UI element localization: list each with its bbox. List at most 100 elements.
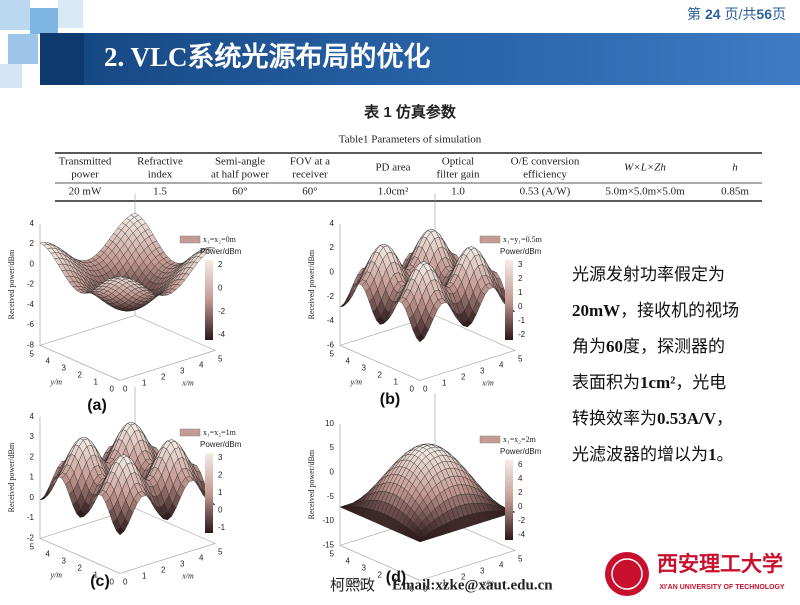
colorbar-tick-label: 1 — [218, 488, 223, 497]
x-tick-label: 1 — [442, 379, 447, 388]
legend-label: x₁=x₂=2m — [503, 435, 537, 444]
z-tick-label: 5 — [330, 443, 335, 452]
body-segment: ，光电 — [675, 373, 726, 392]
y-tick-label: 0 — [110, 578, 115, 587]
y-tick-label: 1 — [394, 578, 399, 587]
y-tick-label: 0 — [110, 385, 115, 394]
footer-email: Email:xzke@xaut.edu.cn — [392, 577, 553, 593]
x-tick-label: 3 — [480, 367, 485, 376]
surface-cell — [416, 333, 425, 343]
colorbar-tick-label: -4 — [218, 330, 226, 339]
body-segment: 20mW — [572, 301, 620, 320]
colorbar-tick-label: -1 — [518, 316, 526, 325]
x-tick-label: 4 — [499, 561, 504, 570]
x-axis-label: x/m — [481, 379, 494, 388]
x-tick-label: 1 — [142, 572, 147, 581]
z-tick-label: 0 — [30, 259, 35, 268]
z-tick-label: 2 — [30, 452, 35, 461]
table-header: Optical — [442, 156, 474, 168]
z-tick-label: 1 — [30, 473, 35, 482]
body-line: 光滤波器的增以为1。 — [572, 445, 734, 465]
z-tick-label: -2 — [27, 280, 35, 289]
y-axis-label: y/m — [349, 378, 362, 387]
y-axis-label: y/m — [49, 571, 62, 580]
y-tick-label: 3 — [362, 364, 367, 373]
y-tick-label: 3 — [62, 364, 67, 373]
colorbar — [205, 260, 213, 340]
x-tick-label: 3 — [480, 567, 485, 576]
z-axis-label: Received power/dBm — [307, 449, 316, 519]
colorbar-tick-label: 0 — [218, 506, 223, 515]
surface-cell — [116, 526, 125, 536]
table-header: FOV at a — [290, 156, 330, 168]
table-cell: 1.0 — [451, 186, 465, 198]
body-line: 20mW，接收机的视场 — [572, 301, 739, 321]
colorbar-tick-label: 1 — [518, 288, 523, 297]
y-tick-label: 2 — [378, 571, 383, 580]
body-segment: 光滤波器的增以为 — [572, 445, 708, 464]
x-tick-label: 5 — [518, 355, 523, 364]
panel-label: (b) — [380, 391, 400, 408]
body-line: 表面积为1cm²，光电 — [572, 373, 726, 393]
x-tick-label: 3 — [180, 367, 185, 376]
table-header: power — [71, 169, 99, 181]
colorbar-tick-label: 2 — [518, 488, 523, 497]
y-tick-label: 1 — [94, 378, 99, 387]
colorbar-tick-label: 4 — [518, 474, 523, 483]
y-tick-label: 5 — [330, 350, 335, 359]
table-header: efficiency — [523, 169, 567, 181]
logo: 西安理工大学 XI'AN UNIVERSITY OF TECHNOLOGY — [605, 552, 785, 596]
body-line: 转换效率为0.53A/V， — [572, 409, 733, 429]
x-tick-label: 4 — [199, 361, 204, 370]
x-axis-label: x/m — [181, 379, 194, 388]
z-tick-label: -4 — [327, 316, 335, 325]
table-header: W×L×Zh — [624, 162, 666, 174]
table-cell: 60° — [302, 186, 317, 198]
colorbar-tick-label: 6 — [518, 460, 523, 469]
panel-label: (c) — [90, 573, 110, 590]
colorbar-tick-label: -2 — [518, 330, 526, 339]
z-tick-label: 4 — [330, 219, 335, 228]
z-tick-label: -5 — [327, 492, 335, 501]
colorbar-tick-label: -4 — [518, 530, 526, 539]
surface-plot: 4 2 0 -2 -4 -6 Received power/dBm 0 1 2 3 4 5 0 1 2 3 4 5 x… — [307, 193, 543, 408]
z-tick-label: 4 — [30, 412, 35, 421]
y-tick-label: 5 — [30, 543, 35, 552]
y-axis-label: y/m — [349, 578, 362, 587]
logo-name: 西安理工大学 — [657, 552, 783, 576]
legend-label: x₁=x₂=0m — [203, 235, 237, 244]
page-text: 第 — [687, 6, 701, 22]
table-header: O/E conversion — [511, 156, 580, 168]
colorbar-tick-label: 0 — [218, 283, 223, 292]
table-header: filter gain — [436, 169, 480, 181]
colorbar-tick-label: -2 — [218, 307, 226, 316]
z-tick-label: 2 — [330, 243, 335, 252]
x-axis-label: x/m — [481, 579, 494, 588]
table-cell: 5.0m×5.0m×5.0m — [605, 186, 685, 198]
colorbar-tick-label: -1 — [218, 523, 226, 532]
page-text: 页 — [772, 6, 786, 22]
slide-title: 2. VLC系统光源布局的优化 — [104, 41, 431, 72]
colorbar-tick-label: 2 — [518, 274, 523, 283]
body-segment: 。 — [717, 445, 734, 464]
z-tick-label: -4 — [27, 300, 35, 309]
z-tick-label: -2 — [27, 534, 35, 543]
body-segment: 60 — [606, 337, 623, 356]
z-tick-label: -6 — [27, 320, 35, 329]
z-tick-label: -1 — [27, 513, 35, 522]
y-tick-label: 1 — [394, 378, 399, 387]
table-subtitle: Table1 Parameters of simulation — [339, 134, 482, 146]
x-tick-label: 4 — [499, 361, 504, 370]
x-tick-label: 0 — [423, 385, 428, 394]
colorbar — [205, 453, 213, 533]
table-cell: 0.85m — [721, 186, 749, 198]
x-tick-label: 1 — [442, 579, 447, 588]
y-tick-label: 4 — [46, 550, 51, 559]
x-tick-label: 3 — [180, 560, 185, 569]
z-axis-label: Received power/dBm — [307, 249, 316, 319]
table-header: PD area — [375, 162, 410, 174]
body-segment: 转换效率为 — [572, 409, 657, 428]
decoration — [0, 0, 800, 88]
colorbar-tick-label: -2 — [518, 516, 526, 525]
